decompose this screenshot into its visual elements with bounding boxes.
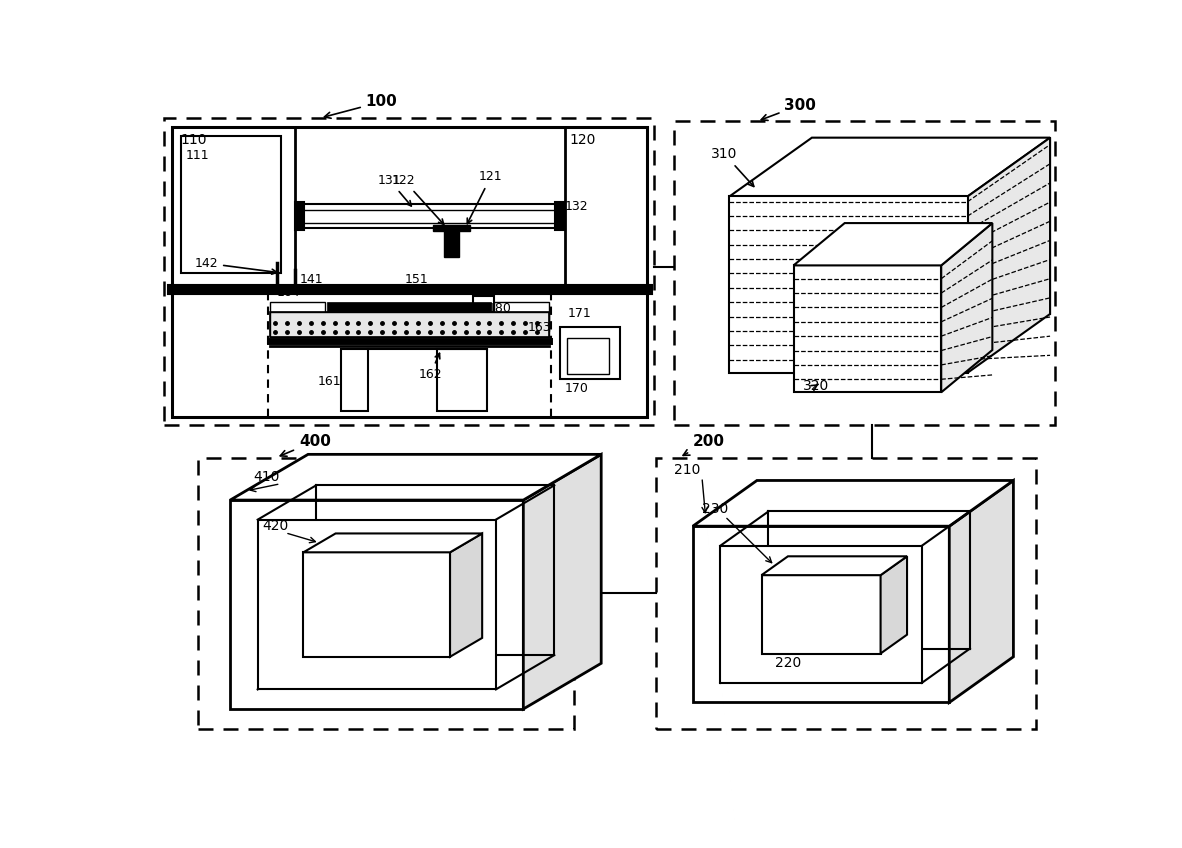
Polygon shape <box>812 137 1050 314</box>
Polygon shape <box>433 225 469 257</box>
Polygon shape <box>761 575 881 654</box>
Text: 142: 142 <box>195 257 277 274</box>
Text: 410: 410 <box>253 470 279 483</box>
Bar <box>340 349 368 410</box>
Polygon shape <box>304 533 482 552</box>
Text: 320: 320 <box>803 379 829 393</box>
Polygon shape <box>881 556 907 654</box>
Polygon shape <box>949 481 1013 702</box>
Polygon shape <box>304 552 450 656</box>
Bar <box>437 349 487 410</box>
Polygon shape <box>729 137 1050 197</box>
Text: 151: 151 <box>405 273 429 286</box>
Polygon shape <box>230 500 524 709</box>
Text: 120: 120 <box>570 133 596 147</box>
Text: 400: 400 <box>280 434 331 456</box>
Bar <box>296 203 305 230</box>
Text: 131: 131 <box>378 174 411 206</box>
Bar <box>181 137 281 273</box>
Text: 170: 170 <box>565 382 589 395</box>
Polygon shape <box>761 556 907 575</box>
Text: 210: 210 <box>675 463 701 477</box>
Polygon shape <box>968 137 1050 373</box>
Text: 161: 161 <box>318 375 342 388</box>
Bar <box>199 458 573 728</box>
Text: 300: 300 <box>761 98 817 120</box>
Text: 164: 164 <box>277 286 300 299</box>
Polygon shape <box>258 520 496 689</box>
Text: 180: 180 <box>488 303 512 315</box>
Bar <box>269 303 325 331</box>
Bar <box>560 326 619 379</box>
Bar <box>164 118 655 425</box>
Polygon shape <box>793 265 941 393</box>
Bar <box>171 126 647 417</box>
Polygon shape <box>941 223 993 393</box>
Text: 110: 110 <box>181 133 207 147</box>
Bar <box>656 458 1037 728</box>
Text: 171: 171 <box>567 307 591 320</box>
Polygon shape <box>450 533 482 656</box>
Bar <box>300 204 560 228</box>
Text: 141: 141 <box>300 273 324 286</box>
Polygon shape <box>524 455 602 709</box>
Text: 420: 420 <box>262 519 288 533</box>
Text: 230: 230 <box>702 502 728 516</box>
Polygon shape <box>720 546 922 683</box>
Text: 122: 122 <box>392 174 443 225</box>
Text: 200: 200 <box>683 434 725 455</box>
Polygon shape <box>230 455 602 500</box>
Text: 220: 220 <box>775 656 801 670</box>
Text: 121: 121 <box>467 170 502 224</box>
Bar <box>473 296 494 315</box>
Polygon shape <box>729 197 968 373</box>
Text: 132: 132 <box>565 200 589 213</box>
Text: 162: 162 <box>418 354 442 382</box>
Bar <box>556 203 565 230</box>
Text: 111: 111 <box>186 149 209 163</box>
Text: 163: 163 <box>528 321 552 334</box>
Text: 310: 310 <box>712 147 754 187</box>
Bar <box>327 303 492 331</box>
Text: 100: 100 <box>324 94 397 118</box>
Polygon shape <box>693 526 949 702</box>
Polygon shape <box>793 223 993 265</box>
Bar <box>269 313 548 338</box>
Bar <box>567 338 609 374</box>
Bar <box>269 313 548 338</box>
Bar <box>675 121 1054 425</box>
Polygon shape <box>693 481 1013 526</box>
Bar <box>494 303 548 331</box>
